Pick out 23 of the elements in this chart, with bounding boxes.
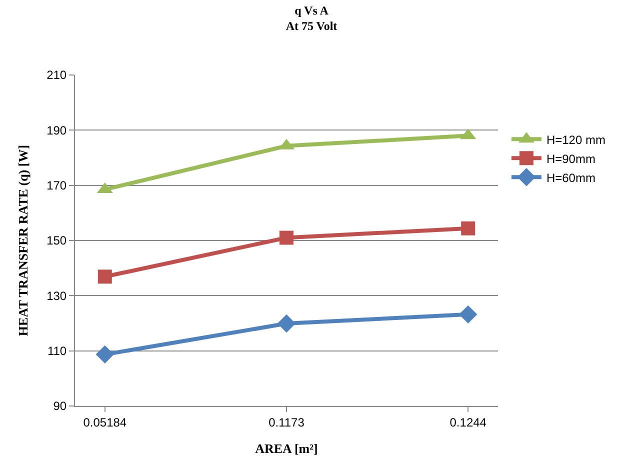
y-tick-label: 130 — [46, 288, 67, 303]
x-tick-label: 0.1244 — [450, 415, 487, 430]
point — [98, 270, 112, 284]
point — [459, 305, 478, 324]
y-tick-label: 150 — [46, 234, 67, 248]
x-tick-label: 0.1173 — [268, 415, 305, 430]
y-tick-label: 170 — [46, 178, 67, 193]
y-tick-label: 90 — [53, 399, 67, 414]
legend-label: H=120 mm — [546, 132, 606, 147]
x-axis-title: AREA [m²] — [255, 441, 318, 456]
legend-label: H=90mm — [546, 152, 596, 166]
point — [96, 345, 114, 364]
chart-subtitle: At 75 Volt — [286, 18, 338, 33]
y-tick-label: 190 — [46, 123, 67, 138]
y-tick-label: 210 — [46, 68, 67, 82]
point — [277, 314, 296, 333]
y-axis-title: HEAT TRANSFER RATE (q) [W] — [16, 144, 31, 336]
point — [280, 230, 294, 245]
y-tick-label: 110 — [47, 344, 67, 358]
chart-title: q Vs A — [294, 3, 329, 18]
point — [461, 221, 476, 236]
x-tick-label: 0.05184 — [83, 415, 127, 430]
legend-label: H=60mm — [546, 170, 596, 185]
